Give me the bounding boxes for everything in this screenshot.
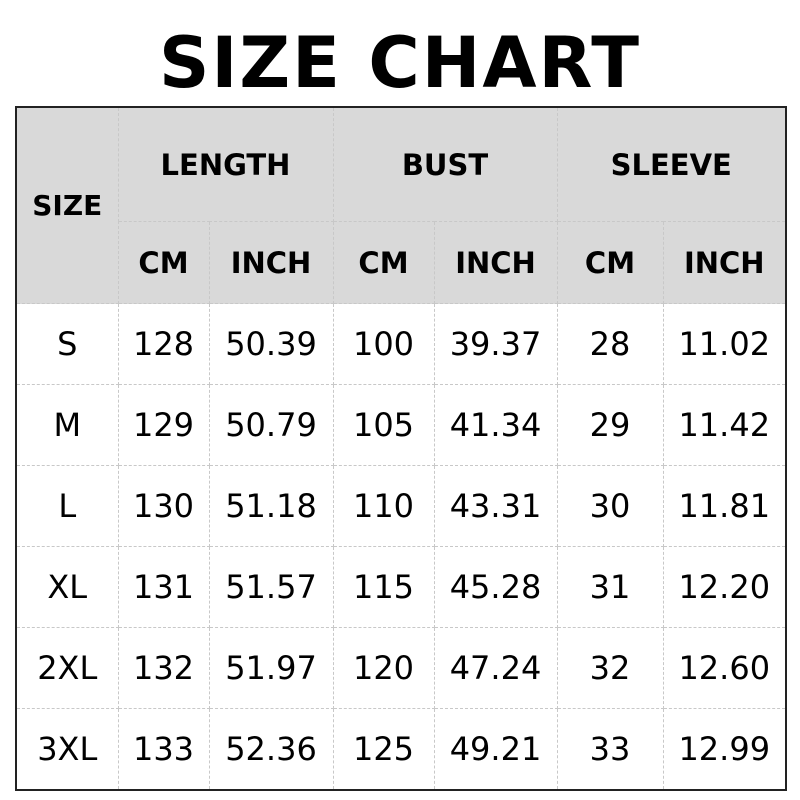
page-title: SIZE CHART <box>158 22 642 104</box>
value-cell: 30 <box>556 465 664 547</box>
header-unit: CM <box>117 221 210 304</box>
header-unit: CM <box>332 221 435 304</box>
value-cell: 50.79 <box>208 384 334 466</box>
value-cell: 31 <box>556 546 664 628</box>
header-unit: CM <box>556 221 664 304</box>
value-cell: 100 <box>332 303 435 385</box>
value-cell: 49.21 <box>433 708 558 791</box>
header-unit: INCH <box>662 221 787 304</box>
value-cell: 45.28 <box>433 546 558 628</box>
header-sleeve: SLEEVE <box>556 106 787 222</box>
value-cell: 133 <box>117 708 210 791</box>
value-cell: 132 <box>117 627 210 709</box>
value-cell: 43.31 <box>433 465 558 547</box>
value-cell: 11.02 <box>662 303 787 385</box>
value-cell: 129 <box>117 384 210 466</box>
header-unit: INCH <box>208 221 334 304</box>
value-cell: 11.81 <box>662 465 787 547</box>
value-cell: 125 <box>332 708 435 791</box>
value-cell: 12.99 <box>662 708 787 791</box>
table-row: S 128 50.39 100 39.37 28 11.02 <box>15 303 787 385</box>
size-cell: S <box>15 303 119 385</box>
table-row: 2XL 132 51.97 120 47.24 32 12.60 <box>15 627 787 709</box>
value-cell: 12.20 <box>662 546 787 628</box>
value-cell: 120 <box>332 627 435 709</box>
size-cell: 3XL <box>15 708 119 791</box>
value-cell: 105 <box>332 384 435 466</box>
value-cell: 115 <box>332 546 435 628</box>
value-cell: 11.42 <box>662 384 787 466</box>
value-cell: 12.60 <box>662 627 787 709</box>
header-unit: INCH <box>433 221 558 304</box>
size-chart-table: SIZE LENGTH BUST SLEEVE CM INCH CM INCH … <box>15 106 787 791</box>
value-cell: 50.39 <box>208 303 334 385</box>
value-cell: 51.57 <box>208 546 334 628</box>
table-row: 3XL 133 52.36 125 49.21 33 12.99 <box>15 708 787 791</box>
value-cell: 130 <box>117 465 210 547</box>
value-cell: 51.18 <box>208 465 334 547</box>
size-cell: M <box>15 384 119 466</box>
table-row: XL 131 51.57 115 45.28 31 12.20 <box>15 546 787 628</box>
header-length: LENGTH <box>117 106 334 222</box>
header-size: SIZE <box>15 106 119 304</box>
value-cell: 39.37 <box>433 303 558 385</box>
size-cell: XL <box>15 546 119 628</box>
table-row: L 130 51.18 110 43.31 30 11.81 <box>15 465 787 547</box>
header-bust: BUST <box>332 106 558 222</box>
value-cell: 32 <box>556 627 664 709</box>
value-cell: 29 <box>556 384 664 466</box>
value-cell: 131 <box>117 546 210 628</box>
size-cell: 2XL <box>15 627 119 709</box>
value-cell: 51.97 <box>208 627 334 709</box>
size-cell: L <box>15 465 119 547</box>
table-row: M 129 50.79 105 41.34 29 11.42 <box>15 384 787 466</box>
value-cell: 52.36 <box>208 708 334 791</box>
value-cell: 110 <box>332 465 435 547</box>
value-cell: 47.24 <box>433 627 558 709</box>
value-cell: 28 <box>556 303 664 385</box>
value-cell: 33 <box>556 708 664 791</box>
value-cell: 128 <box>117 303 210 385</box>
value-cell: 41.34 <box>433 384 558 466</box>
